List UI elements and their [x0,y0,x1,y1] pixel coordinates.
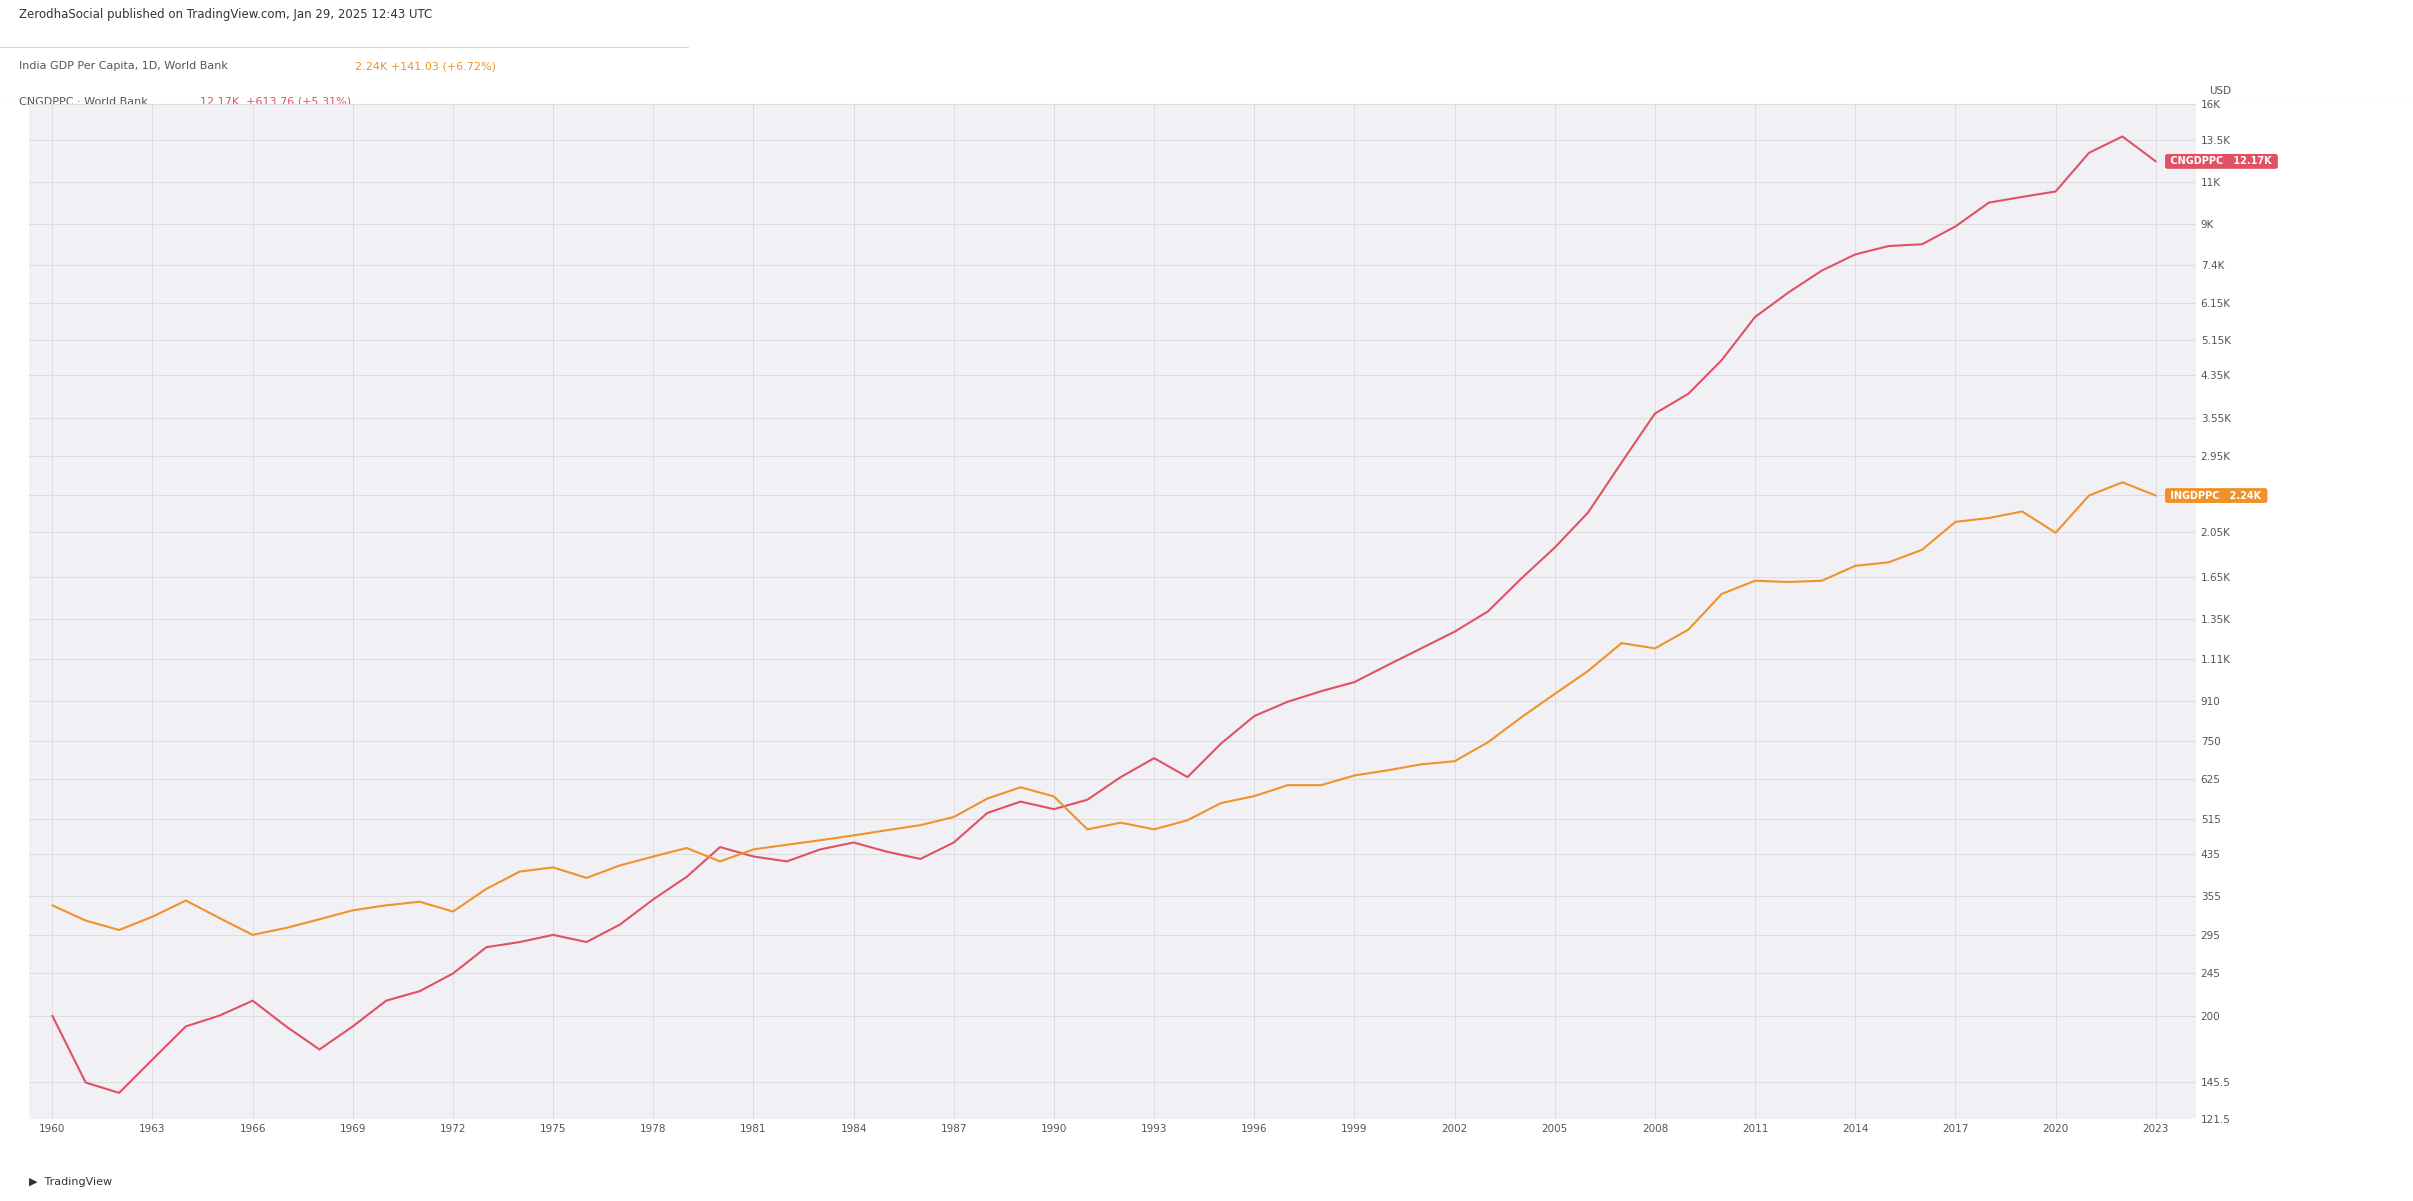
Text: CNGDPPC · World Bank: CNGDPPC · World Bank [19,96,154,107]
Text: 2.24K +141.03 (+6.72%): 2.24K +141.03 (+6.72%) [355,61,495,71]
Text: ▶  TradingView: ▶ TradingView [29,1177,111,1187]
Text: INGDPPC   2.24K: INGDPPC 2.24K [2167,490,2266,501]
Text: ZerodhaSocial published on TradingView.com, Jan 29, 2025 12:43 UTC: ZerodhaSocial published on TradingView.c… [19,8,432,20]
Text: 12.17K  +613.76 (+5.31%): 12.17K +613.76 (+5.31%) [200,96,352,107]
Text: USD: USD [2208,86,2232,96]
Text: India GDP Per Capita, 1D, World Bank: India GDP Per Capita, 1D, World Bank [19,61,234,71]
Text: CNGDPPC   12.17K: CNGDPPC 12.17K [2167,156,2275,167]
